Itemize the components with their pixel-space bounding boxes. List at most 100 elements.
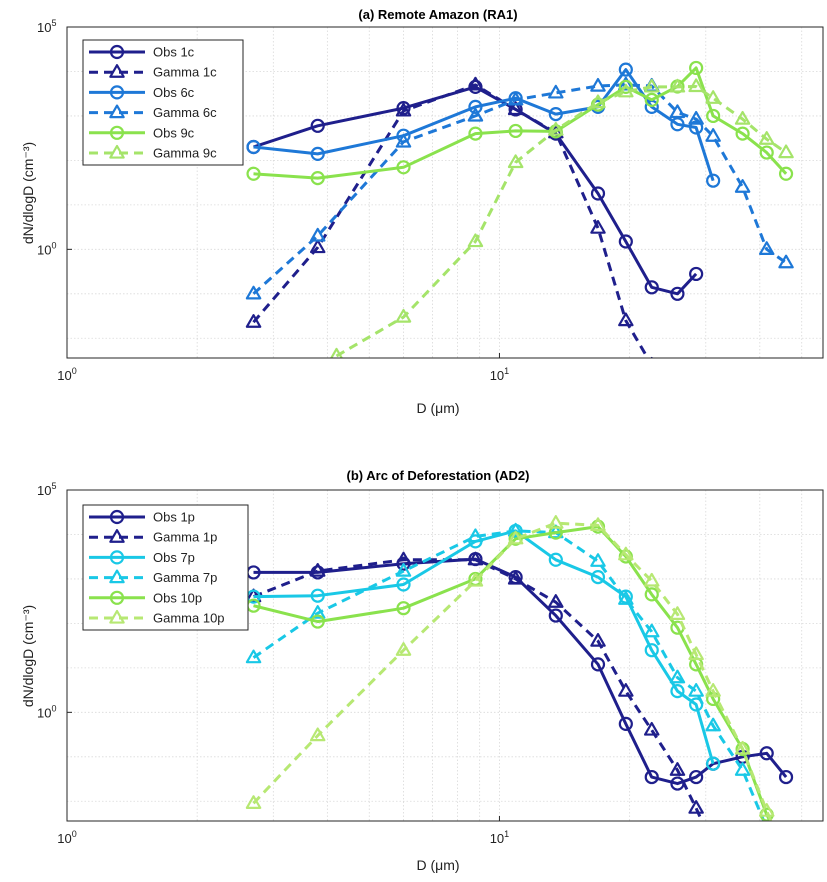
series-line	[253, 557, 788, 786]
y-tick-base: 10	[37, 705, 51, 720]
data-point-triangle	[548, 122, 564, 136]
chart-title: (a) Remote Amazon (RA1)	[358, 7, 517, 22]
data-point-triangle	[705, 717, 721, 732]
data-point-triangle	[507, 570, 524, 585]
data-point-triangle	[778, 144, 794, 159]
data-point-circle	[508, 123, 523, 139]
data-point-triangle	[643, 623, 660, 638]
data-point-circle	[246, 139, 261, 155]
data-point-triangle	[688, 78, 704, 93]
series-gamma-6c	[245, 76, 794, 300]
data-point-circle	[310, 118, 325, 133]
legend-label: Gamma 1c	[153, 65, 217, 80]
data-point-circle	[618, 234, 633, 249]
data-point-triangle	[395, 642, 412, 656]
data-point-triangle	[618, 76, 634, 91]
data-point-triangle	[395, 133, 412, 148]
data-point-triangle	[618, 591, 634, 605]
legend-marker-triangle	[109, 144, 125, 159]
data-point-triangle	[688, 683, 704, 697]
y-tick-label: 105	[37, 18, 56, 35]
legend-marker-triangle	[109, 64, 125, 78]
data-point-triangle	[590, 94, 606, 109]
x-tick-base: 10	[490, 831, 504, 846]
data-point-circle	[396, 601, 411, 616]
data-point-circle	[618, 79, 633, 94]
data-point-triangle	[705, 128, 721, 142]
x-axis-label: D (μm)	[416, 400, 459, 416]
x-tick-base: 10	[57, 368, 71, 383]
x-tick-exponent: 0	[72, 829, 77, 839]
y-tick-exponent: 0	[51, 240, 56, 250]
x-tick-base: 10	[57, 831, 71, 846]
data-point-circle	[759, 746, 774, 761]
data-point-circle	[644, 587, 659, 602]
data-point-circle	[759, 145, 774, 160]
data-point-circle	[778, 769, 794, 785]
legend-marker-triangle	[109, 569, 125, 584]
data-point-triangle	[395, 102, 412, 117]
data-point-triangle	[245, 285, 262, 300]
x-tick-base: 10	[490, 368, 504, 383]
legend-box	[82, 39, 244, 166]
series-line	[252, 529, 766, 821]
data-point-triangle	[507, 91, 524, 106]
data-point-triangle	[734, 110, 751, 125]
data-point-circle	[689, 120, 704, 135]
data-point-circle	[706, 173, 721, 188]
legend-label: Obs 1p	[153, 510, 195, 525]
y-tick-base: 10	[37, 242, 51, 257]
y-tick-base: 10	[37, 483, 51, 498]
data-point-triangle	[688, 110, 704, 125]
data-point-circle	[644, 280, 659, 295]
data-point-triangle	[467, 107, 484, 122]
data-point-triangle	[507, 154, 524, 169]
legend-label: Obs 1c	[153, 45, 195, 60]
data-point-triangle	[395, 308, 412, 323]
x-tick-exponent: 0	[72, 366, 77, 376]
data-point-triangle	[618, 312, 634, 327]
data-point-circle	[689, 266, 704, 282]
data-point-circle	[310, 614, 325, 629]
data-point-triangle	[467, 233, 484, 248]
x-tick-label: 101	[490, 829, 509, 846]
axes-frame	[66, 26, 824, 359]
data-point-circle	[618, 589, 633, 604]
y-tick-label: 100	[37, 703, 56, 720]
data-point-triangle	[758, 241, 775, 255]
data-point-triangle	[590, 77, 606, 92]
legend-marker-circle	[109, 590, 125, 605]
data-point-triangle	[590, 553, 606, 567]
series-line	[253, 529, 715, 765]
y-tick-base: 10	[37, 20, 51, 35]
data-point-triangle	[467, 76, 484, 91]
data-point-circle	[689, 60, 704, 76]
series-line	[253, 68, 715, 182]
series-gamma-1p	[245, 551, 704, 821]
data-point-triangle	[467, 528, 484, 543]
data-point-circle	[644, 92, 659, 107]
data-point-circle	[670, 117, 685, 132]
data-point-triangle	[330, 347, 343, 358]
series-gamma-10p	[245, 515, 775, 821]
data-point-triangle	[309, 239, 326, 254]
legend-label: Obs 7p	[153, 550, 195, 565]
data-point-triangle	[669, 669, 686, 684]
data-point-triangle	[507, 101, 524, 116]
legend-marker-circle	[109, 85, 125, 100]
data-point-triangle	[688, 800, 704, 814]
series-gamma-7p	[245, 522, 768, 821]
data-point-triangle	[643, 721, 660, 736]
legend-label: Gamma 1p	[153, 530, 217, 545]
data-point-triangle	[548, 84, 564, 99]
data-point-circle	[689, 697, 704, 712]
data-point-triangle	[643, 78, 660, 93]
data-point-triangle	[669, 78, 686, 93]
data-point-circle	[548, 106, 563, 122]
data-point-circle	[310, 170, 325, 186]
data-point-triangle	[618, 546, 634, 561]
axes-frame	[66, 489, 824, 822]
series-line	[335, 85, 787, 358]
data-point-circle	[468, 99, 483, 114]
data-point-triangle	[778, 254, 794, 269]
